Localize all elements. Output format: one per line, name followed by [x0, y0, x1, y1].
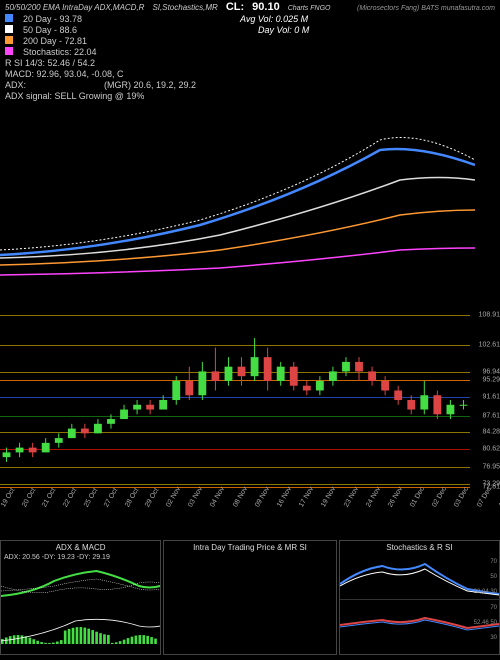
- bottom-panels: ADX & MACD ADX: 20.56 -DY: 19.23 -DY: 29…: [0, 540, 500, 655]
- price-label: 96.94: [482, 368, 500, 375]
- intraday-panel[interactable]: Intra Day Trading Price & MR SI: [163, 540, 337, 655]
- price-label: 80.62: [482, 446, 500, 453]
- stoch-rsi-panel[interactable]: Stochastics & R SI 70 50 22.04 30 70 52.…: [339, 540, 500, 655]
- main-ma-chart[interactable]: [0, 100, 475, 280]
- cl-label: CL:: [226, 2, 244, 13]
- ema50-label: 50 Day - 88.6: [23, 25, 77, 36]
- price-label: 91.61: [482, 394, 500, 401]
- stoch-swatch: [5, 47, 13, 55]
- avg-vol: Avg Vol: 0.025 M: [240, 14, 308, 25]
- intra-title: Intra Day Trading Price & MR SI: [164, 541, 336, 554]
- brand: (Microsectors Fang) BATS munafasutra.com: [357, 3, 495, 14]
- date-axis: 19 Oct20 Oct21 Oct22 Oct25 Oct27 Oct28 O…: [0, 505, 470, 535]
- ema20-label: 20 Day - 93.78: [23, 14, 82, 25]
- price-label: 84.28: [482, 429, 500, 436]
- price-label: 87.61: [482, 413, 500, 420]
- price-label: 95.29: [482, 376, 500, 383]
- price-label: 76.95: [482, 463, 500, 470]
- adx-stats: ADX: 20.56 -DY: 19.23 -DY: 29.19: [1, 554, 160, 561]
- title-mid: SI,Stochastics,MR: [152, 2, 217, 13]
- ema20-swatch: [5, 14, 13, 22]
- day-vol: Day Vol: 0 M: [258, 25, 309, 36]
- ma-svg: [0, 100, 475, 280]
- macd-svg: [1, 606, 160, 646]
- rsi-label: R SI 14/3: 52.46 / 54.2: [5, 58, 495, 69]
- ema200-swatch: [5, 36, 13, 44]
- charts-label: Charts FNGO: [288, 3, 331, 14]
- adx-title: ADX & MACD: [1, 541, 160, 554]
- mgr-label: (MGR) 20.6, 19.2, 29.2: [104, 80, 196, 91]
- macd-label: MACD: 92.96, 93.04, -0.08, C: [5, 69, 495, 80]
- price-label: 108.91: [479, 311, 500, 318]
- candle-chart[interactable]: 108.91102.6196.9495.2991.6187.6184.2880.…: [0, 300, 470, 500]
- candle-svg: [0, 300, 470, 500]
- adx-macd-panel[interactable]: ADX & MACD ADX: 20.56 -DY: 19.23 -DY: 29…: [0, 540, 161, 655]
- ema50-swatch: [5, 25, 13, 33]
- ema200-label: 200 Day - 72.81: [23, 36, 87, 47]
- price-label: 102.61: [479, 341, 500, 348]
- adx-svg: [1, 561, 160, 606]
- stoch-label: Stochastics: 22.04: [23, 47, 97, 58]
- chart-container: 50/50/200 EMA IntraDay ADX,MACD,R SI,Sto…: [0, 0, 500, 660]
- title-left: 50/50/200 EMA IntraDay ADX,MACD,R: [5, 2, 144, 13]
- adx-label: ADX:: [5, 80, 26, 91]
- header-info: 50/50/200 EMA IntraDay ADX,MACD,R SI,Sto…: [5, 2, 495, 102]
- stoch-title: Stochastics & R SI: [340, 541, 499, 554]
- cl-value: 90.10: [252, 2, 280, 13]
